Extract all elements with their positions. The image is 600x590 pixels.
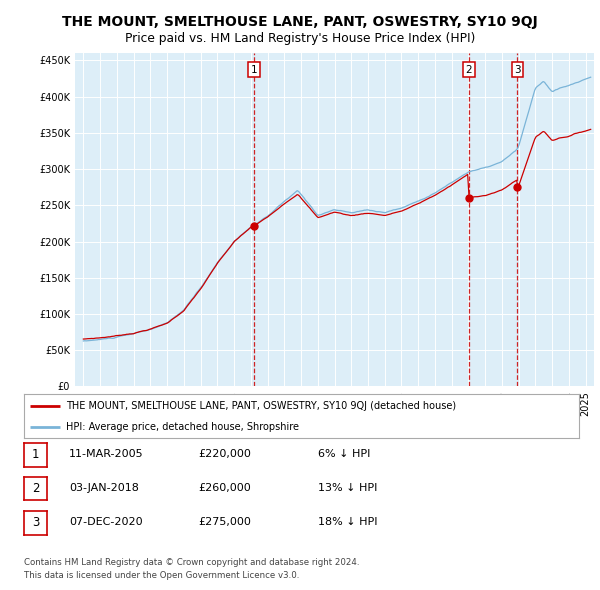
Text: 03-JAN-2018: 03-JAN-2018: [69, 483, 139, 493]
Text: 13% ↓ HPI: 13% ↓ HPI: [318, 483, 377, 493]
Text: 18% ↓ HPI: 18% ↓ HPI: [318, 517, 377, 527]
Text: 3: 3: [32, 516, 39, 529]
Text: 6% ↓ HPI: 6% ↓ HPI: [318, 450, 370, 459]
Text: £220,000: £220,000: [198, 450, 251, 459]
Text: THE MOUNT, SMELTHOUSE LANE, PANT, OSWESTRY, SY10 9QJ (detached house): THE MOUNT, SMELTHOUSE LANE, PANT, OSWEST…: [65, 401, 456, 411]
Text: 1: 1: [32, 448, 39, 461]
Text: THE MOUNT, SMELTHOUSE LANE, PANT, OSWESTRY, SY10 9QJ: THE MOUNT, SMELTHOUSE LANE, PANT, OSWEST…: [62, 15, 538, 30]
Text: HPI: Average price, detached house, Shropshire: HPI: Average price, detached house, Shro…: [65, 422, 299, 432]
Text: £260,000: £260,000: [198, 483, 251, 493]
Text: 2: 2: [465, 65, 472, 75]
Text: Price paid vs. HM Land Registry's House Price Index (HPI): Price paid vs. HM Land Registry's House …: [125, 32, 475, 45]
Text: 11-MAR-2005: 11-MAR-2005: [69, 450, 143, 459]
Text: £275,000: £275,000: [198, 517, 251, 527]
Text: This data is licensed under the Open Government Licence v3.0.: This data is licensed under the Open Gov…: [24, 571, 299, 580]
Text: Contains HM Land Registry data © Crown copyright and database right 2024.: Contains HM Land Registry data © Crown c…: [24, 558, 359, 566]
Text: 07-DEC-2020: 07-DEC-2020: [69, 517, 143, 527]
Text: 3: 3: [514, 65, 521, 75]
Text: 1: 1: [251, 65, 257, 75]
Text: 2: 2: [32, 482, 39, 495]
